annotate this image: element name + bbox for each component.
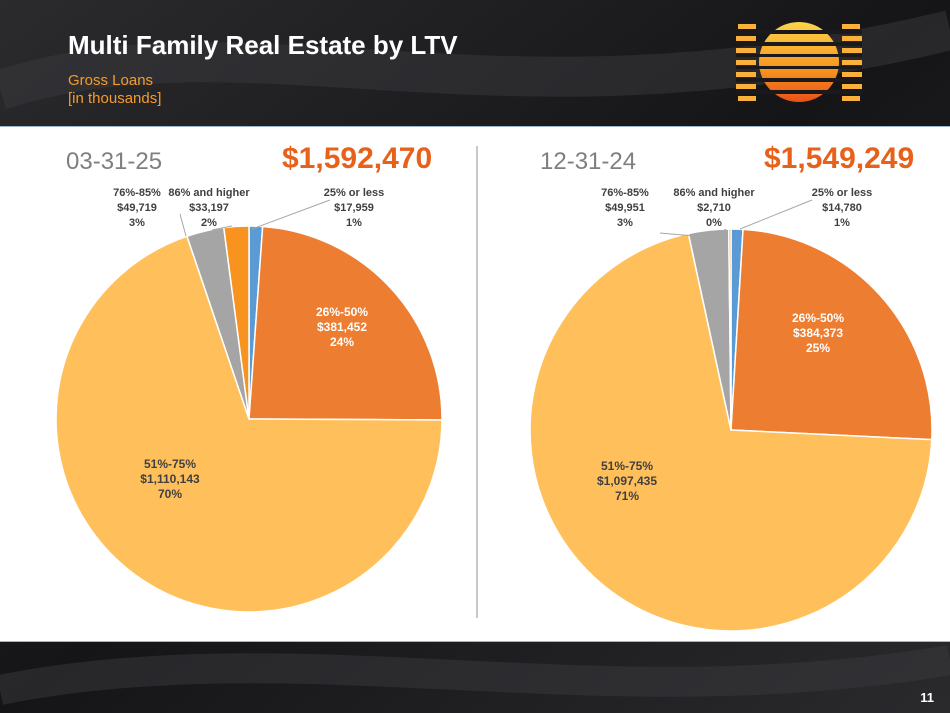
subtitle-line-2: [in thousands]	[68, 90, 162, 107]
chart-1-slice-2	[248, 225, 443, 421]
page-number: 11	[920, 690, 934, 705]
chart-2-slice-3-label: 51%-75%	[601, 459, 653, 473]
chart-2-leader-1	[739, 199, 813, 230]
chart-2-leader-4	[659, 232, 695, 237]
chart-1-leader-1	[251, 199, 331, 230]
chart-2-date: 12-31-24	[540, 148, 637, 175]
chart-2-slice-5-percent: 0%	[706, 217, 722, 229]
chart-2-slice-3	[529, 232, 933, 632]
chart-2-slice-5	[728, 228, 732, 431]
chart-1-date: 03-31-25	[66, 148, 163, 175]
chart-1-slice-1-label: 25% or less	[324, 187, 385, 199]
chart-2-slice-2-label: 26%-50%	[792, 311, 844, 325]
chart-2-slice-4-percent: 3%	[617, 217, 633, 229]
chart-2-slice-5-label: 86% and higher	[673, 187, 755, 199]
chart-1-slice-3-amount: $1,110,143	[140, 472, 200, 486]
chart-2-slice-2	[730, 228, 933, 441]
panel-divider	[476, 146, 478, 618]
chart-2-leader-5	[717, 228, 727, 235]
chart-1-slice-4-amount: $49,719	[117, 202, 157, 214]
chart-2-slice-2-percent: 25%	[806, 341, 830, 355]
chart-1-leader-5	[211, 225, 233, 231]
chart-1-slice-3	[55, 235, 443, 613]
chart-1-slice-3-label: 51%-75%	[144, 457, 196, 471]
chart-1-slice-5-amount: $33,197	[189, 202, 229, 214]
chart-2-slice-5-amount: $2,710	[697, 202, 731, 214]
chart-1-slice-2-percent: 24%	[330, 335, 354, 349]
chart-2-slice-1-amount: $14,780	[822, 202, 862, 214]
chart-1-slice-2-label: 26%-50%	[316, 305, 368, 319]
subtitle-line-1: Gross Loans	[68, 72, 154, 89]
chart-1-slice-3-percent: 70%	[158, 487, 182, 501]
chart-2-total: $1,549,249	[764, 142, 915, 175]
chart-2-slice-3-percent: 71%	[615, 489, 639, 503]
chart-2-slice-3-amount: $1,097,435	[597, 474, 657, 488]
chart-1-slice-5-percent: 2%	[201, 217, 217, 229]
page-subtitle: Gross Loans [in thousands]	[68, 72, 161, 108]
chart-1-slice-1-amount: $17,959	[334, 202, 374, 214]
chart-1-slice-5-label: 86% and higher	[168, 187, 250, 199]
chart-2-slice-4-amount: $49,951	[605, 202, 645, 214]
chart-2-slice-1-label: 25% or less	[812, 187, 873, 199]
chart-2-slice-2-amount: $384,373	[793, 326, 843, 340]
chart-2-slice-4-label: 76%-85%	[601, 187, 649, 199]
chart-1-total: $1,592,470	[282, 142, 433, 175]
chart-1-slice-1-percent: 1%	[346, 217, 362, 229]
chart-1-slice-2-amount: $381,452	[317, 320, 367, 334]
chart-1-slice-4-percent: 3%	[129, 217, 145, 229]
chart-1-leader-4	[179, 213, 187, 237]
chart-1-slice-4-label: 76%-85%	[113, 187, 161, 199]
page-title: Multi Family Real Estate by LTV	[68, 30, 458, 60]
chart-2-slice-1-percent: 1%	[834, 217, 850, 229]
company-logo-icon	[736, 22, 862, 102]
